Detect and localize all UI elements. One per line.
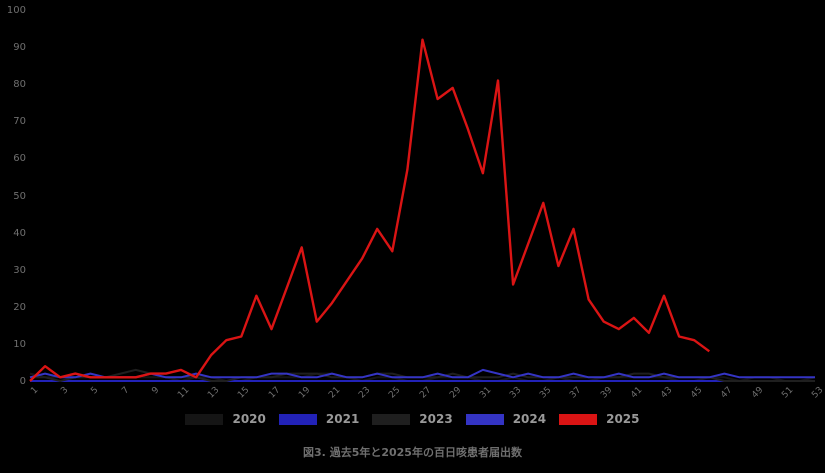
legend-label-2023: 2023 <box>419 412 453 426</box>
figure-title: 図3. 過去5年と2025年の百日咳患者届出数 <box>303 446 522 459</box>
legend-item-2023[interactable]: 2023 <box>372 412 453 426</box>
legend-swatch-2024 <box>465 413 504 425</box>
legend-item-2025[interactable]: 2025 <box>559 412 640 426</box>
y-tick-label-30: 30 <box>13 264 26 276</box>
legend-item-2024[interactable]: 2024 <box>465 412 547 426</box>
legend-item-2020[interactable]: 2020 <box>185 412 266 426</box>
series-line-2024 <box>29 368 815 379</box>
y-tick-label-80: 80 <box>13 79 26 91</box>
legend-swatch-2021 <box>278 413 317 425</box>
y-tick-label-10: 10 <box>13 338 26 350</box>
legend-label-2025: 2025 <box>606 412 640 426</box>
y-tick-label-50: 50 <box>13 190 26 202</box>
y-tick-label-0: 0 <box>19 376 26 387</box>
legend-swatch-2023 <box>372 413 411 425</box>
series-line-2025 <box>29 38 711 382</box>
legend-label-2024: 2024 <box>512 412 547 426</box>
y-tick-label-20: 20 <box>13 301 26 313</box>
y-tick-label-40: 40 <box>13 227 26 239</box>
legend-swatch-2020 <box>185 413 224 425</box>
legend: 2020 2021 2023 2024 2025 <box>0 412 825 426</box>
y-tick-label-100: 100 <box>6 5 26 16</box>
legend-label-2021: 2021 <box>325 412 360 426</box>
y-tick-label-60: 60 <box>13 153 26 165</box>
legend-label-2020: 2020 <box>232 412 266 426</box>
y-tick-label-70: 70 <box>13 116 26 128</box>
y-tick-label-90: 90 <box>13 42 26 54</box>
legend-item-2021[interactable]: 2021 <box>278 412 360 426</box>
legend-swatch-2025 <box>559 413 598 425</box>
